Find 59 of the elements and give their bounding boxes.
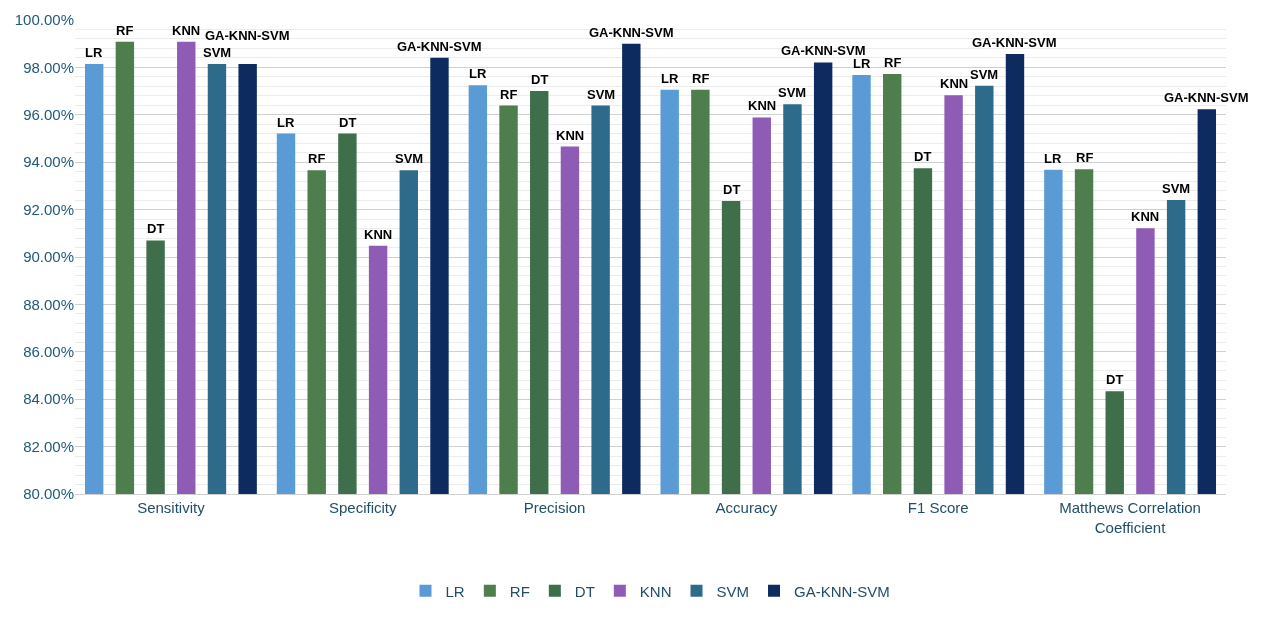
data-label: DT	[531, 72, 549, 87]
x-tick-label: F1 Score	[907, 499, 969, 516]
data-label: SVM	[970, 67, 999, 82]
y-tick-label: 86.00%	[23, 343, 74, 361]
legend-label: SVM	[716, 582, 750, 600]
data-label: GA-KNN-SVM	[972, 35, 1057, 50]
legend-label: GA-KNN-SVM	[794, 582, 890, 600]
data-label: GA-KNN-SVM	[397, 39, 482, 54]
x-tick-label: Specificity	[328, 499, 398, 516]
data-label: DT	[147, 221, 165, 236]
data-label: GA-KNN-SVM	[205, 28, 290, 43]
data-label: SVM	[587, 87, 616, 102]
data-label: SVM	[203, 45, 232, 60]
data-label: LR	[661, 71, 679, 86]
data-label: KNN	[556, 128, 585, 143]
data-label: SVM	[395, 151, 424, 166]
data-label: SVM	[778, 85, 807, 100]
data-label: RF	[884, 55, 902, 70]
data-label: KNN	[364, 227, 393, 242]
data-label: DT	[723, 182, 741, 197]
y-tick-label: 80.00%	[23, 485, 74, 503]
data-label: LR	[853, 56, 871, 71]
y-tick-label: 96.00%	[23, 106, 74, 124]
y-tick-label: 100.00%	[14, 11, 74, 29]
data-label: KNN	[748, 98, 777, 113]
data-label: RF	[116, 23, 134, 38]
data-label: LR	[469, 66, 487, 81]
data-label: RF	[308, 151, 326, 166]
y-tick-label: 92.00%	[23, 200, 74, 218]
data-label: RF	[692, 71, 710, 86]
y-tick-label: 98.00%	[23, 58, 74, 76]
data-label: LR	[85, 45, 103, 60]
x-tick-label: Sensitivity	[137, 499, 206, 516]
y-tick-label: 94.00%	[23, 153, 74, 171]
data-label: DT	[914, 149, 932, 164]
data-label: GA-KNN-SVM	[781, 43, 866, 58]
legend-label: KNN	[639, 582, 672, 600]
y-tick-label: 90.00%	[23, 248, 74, 266]
x-tick-label: Accuracy	[715, 499, 778, 516]
legend-label: DT	[574, 582, 595, 600]
data-label: RF	[500, 87, 518, 102]
legend-label: RF	[509, 582, 530, 600]
data-label: KNN	[940, 76, 969, 91]
x-tick-label: Precision	[523, 499, 586, 516]
data-label: LR	[277, 115, 295, 130]
legend-label: LR	[445, 582, 465, 600]
data-label: GA-KNN-SVM	[1164, 90, 1249, 105]
data-label: DT	[339, 115, 357, 130]
y-tick-label: 88.00%	[23, 295, 74, 313]
data-label: DT	[1106, 372, 1124, 387]
data-label: RF	[1076, 150, 1094, 165]
data-label: LR	[1044, 151, 1062, 166]
y-tick-label: 84.00%	[23, 390, 74, 408]
x-tick-label: Matthews Correlation Coefficient	[1059, 499, 1201, 536]
data-label: KNN	[1131, 209, 1160, 224]
y-tick-label: 82.00%	[23, 437, 74, 455]
data-label: SVM	[1162, 181, 1191, 196]
data-label: GA-KNN-SVM	[589, 25, 674, 40]
data-label: KNN	[172, 23, 201, 38]
